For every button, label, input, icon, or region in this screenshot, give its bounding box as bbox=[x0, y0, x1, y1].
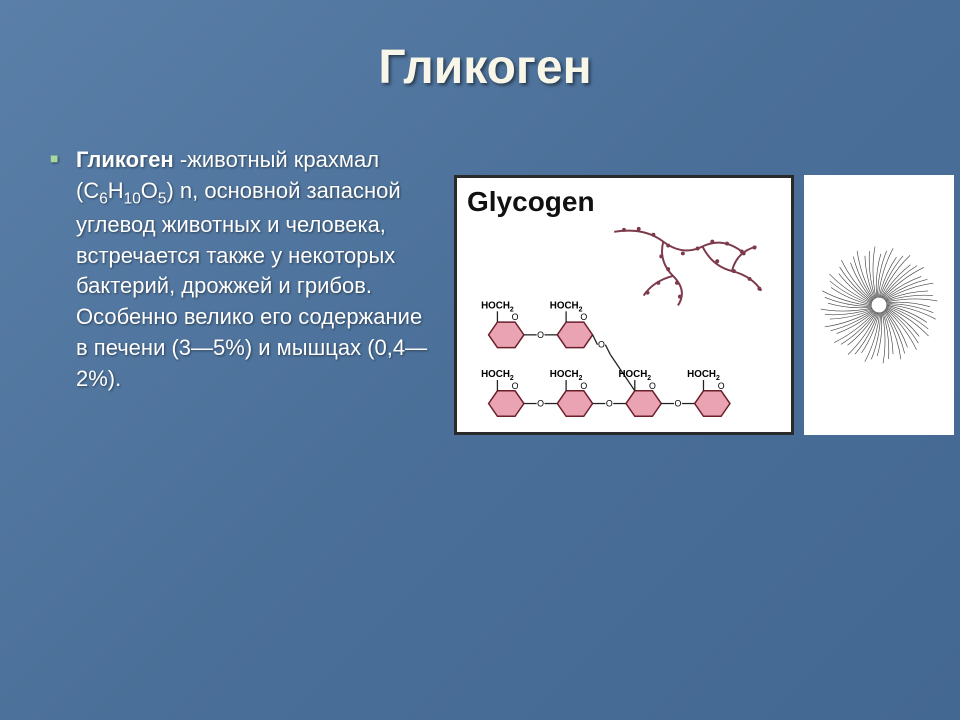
svg-text:O: O bbox=[606, 398, 613, 408]
monomer-row-2: OHOCH2OHOCH2OHOCH2OHOCH2OOO bbox=[481, 369, 730, 416]
bullet-text-2: ) n, основной запасной углевод животных … bbox=[76, 178, 427, 391]
term-glycogen: Гликоген bbox=[76, 147, 174, 172]
svg-text:HOCH2: HOCH2 bbox=[481, 300, 514, 313]
svg-text:O: O bbox=[718, 381, 725, 391]
glycogen-structure-svg: OHOCH2OHOCH2OO OHOCH2OHOCH2OHOCH2OHOCH2O… bbox=[467, 222, 781, 428]
svg-text:O: O bbox=[580, 381, 587, 391]
glycogen-granule-svg bbox=[814, 240, 944, 370]
svg-text:HOCH2: HOCH2 bbox=[618, 369, 651, 382]
glycogen-panel-title: Glycogen bbox=[467, 186, 781, 218]
glycogen-granule-panel bbox=[804, 175, 954, 435]
svg-text:HOCH2: HOCH2 bbox=[481, 369, 514, 382]
svg-text:HOCH2: HOCH2 bbox=[550, 369, 583, 382]
formula-mid-2: О bbox=[141, 178, 158, 203]
slide: Гликоген Гликоген -животный крахмал (С6Н… bbox=[0, 0, 960, 720]
formula-mid-1: Н bbox=[108, 178, 124, 203]
figure-column: Glycogen bbox=[454, 175, 954, 435]
formula-sub-2: 10 bbox=[124, 190, 141, 207]
svg-text:O: O bbox=[580, 312, 587, 322]
svg-text:O: O bbox=[512, 381, 519, 391]
glycogen-structure-panel: Glycogen bbox=[454, 175, 794, 435]
svg-text:HOCH2: HOCH2 bbox=[550, 300, 583, 313]
formula-sub-1: 6 bbox=[99, 190, 108, 207]
svg-text:O: O bbox=[512, 312, 519, 322]
granule-radial-icon bbox=[821, 247, 938, 364]
svg-text:O: O bbox=[537, 398, 544, 408]
svg-text:O: O bbox=[598, 340, 605, 350]
svg-text:O: O bbox=[675, 398, 682, 408]
slide-title: Гликоген bbox=[50, 40, 920, 95]
content-row: Гликоген -животный крахмал (С6Н10О5) n, … bbox=[50, 145, 920, 435]
bullet-item: Гликоген -животный крахмал (С6Н10О5) n, … bbox=[50, 145, 430, 395]
svg-text:O: O bbox=[537, 330, 544, 340]
svg-text:HOCH2: HOCH2 bbox=[687, 369, 720, 382]
svg-text:O: O bbox=[649, 381, 656, 391]
text-column: Гликоген -животный крахмал (С6Н10О5) n, … bbox=[50, 145, 430, 395]
branched-chain-icon bbox=[614, 227, 761, 306]
